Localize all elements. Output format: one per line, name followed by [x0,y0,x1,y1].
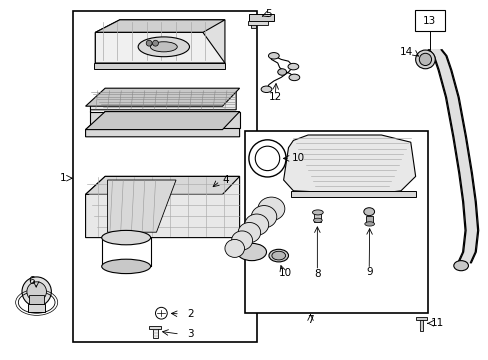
Ellipse shape [312,210,323,215]
Bar [314,213,321,222]
Circle shape [27,282,46,301]
Ellipse shape [363,208,374,216]
Ellipse shape [364,222,374,226]
Bar [290,191,415,197]
Text: 6: 6 [28,276,35,286]
Text: 8: 8 [313,269,320,279]
Ellipse shape [231,231,252,250]
Bar [248,21,267,25]
Text: 5: 5 [265,9,272,19]
Polygon shape [95,32,224,63]
Text: 1: 1 [60,173,66,183]
Polygon shape [95,20,224,32]
Text: 11: 11 [430,318,444,328]
Text: 10: 10 [291,153,304,163]
Polygon shape [85,176,239,238]
Ellipse shape [271,251,285,260]
Ellipse shape [237,243,266,261]
Polygon shape [85,112,239,137]
Bar [28,304,45,312]
Ellipse shape [419,53,431,66]
Bar [94,63,224,69]
Bar [153,329,158,338]
Text: 7: 7 [306,315,313,325]
Polygon shape [107,180,176,232]
Polygon shape [85,176,239,194]
Ellipse shape [102,230,150,245]
Circle shape [146,40,152,46]
Polygon shape [85,88,239,106]
Bar [414,10,444,31]
Circle shape [22,277,51,306]
Bar [73,11,256,342]
Ellipse shape [453,261,468,271]
Ellipse shape [268,53,279,59]
Ellipse shape [238,222,260,243]
Ellipse shape [102,259,150,274]
Ellipse shape [313,218,322,222]
Circle shape [155,307,167,319]
Ellipse shape [261,86,271,93]
Bar [249,14,273,21]
Text: 9: 9 [365,267,372,277]
Ellipse shape [251,206,276,228]
Bar [415,317,427,320]
Ellipse shape [150,42,177,52]
Text: 4: 4 [222,175,229,185]
Ellipse shape [287,63,298,70]
Bar [29,295,44,304]
Bar [419,320,423,331]
Ellipse shape [268,249,288,262]
Bar [365,216,372,224]
Ellipse shape [138,37,189,57]
Circle shape [152,40,158,46]
Polygon shape [427,50,478,263]
Bar [149,326,161,329]
Circle shape [255,146,279,171]
Polygon shape [85,112,239,130]
Ellipse shape [415,50,434,69]
Bar [250,21,255,28]
Ellipse shape [288,74,299,81]
Bar [244,131,427,313]
Polygon shape [95,20,224,63]
Ellipse shape [258,197,285,220]
Text: 14: 14 [399,47,412,57]
Ellipse shape [244,214,268,235]
Text: 13: 13 [422,16,436,26]
Text: 10: 10 [278,268,291,278]
Polygon shape [90,110,239,128]
Text: 3: 3 [186,329,193,339]
Polygon shape [283,135,415,194]
Ellipse shape [277,69,286,75]
Polygon shape [90,90,236,110]
Text: 2: 2 [186,309,193,319]
Text: 12: 12 [268,92,282,102]
Ellipse shape [224,239,244,257]
